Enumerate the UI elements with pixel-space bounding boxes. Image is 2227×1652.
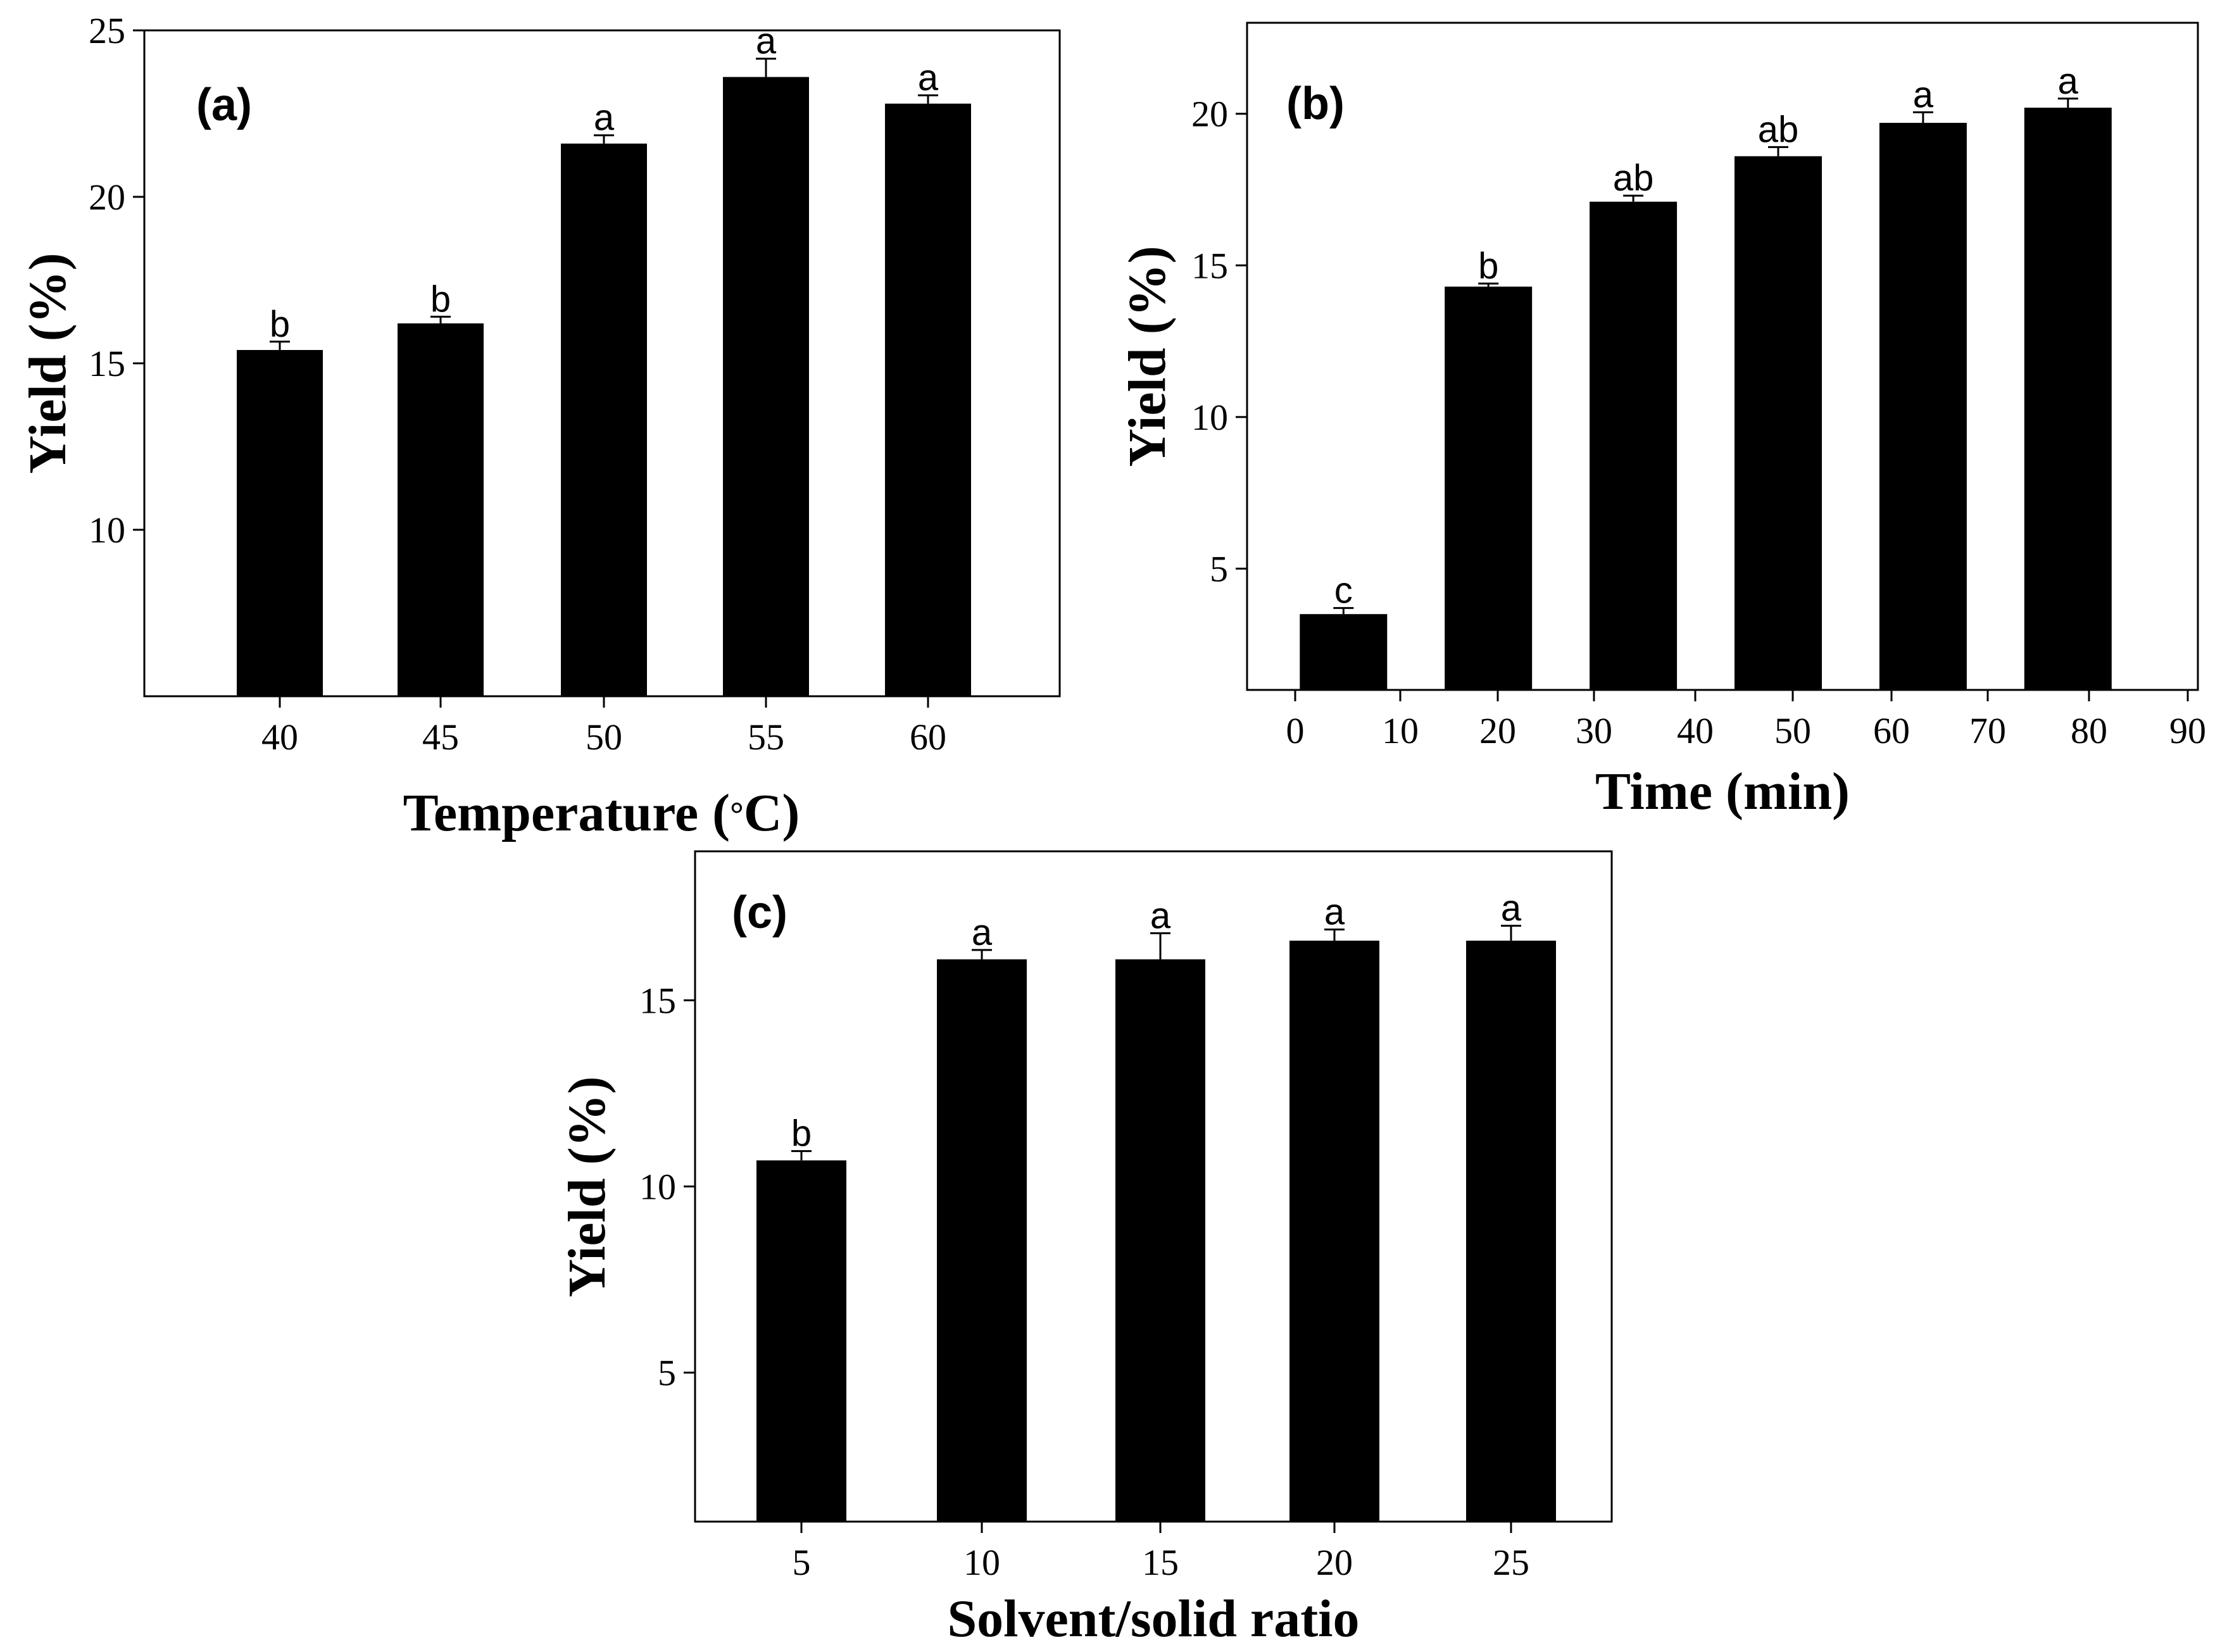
x-tick-label-b: 80 bbox=[2071, 710, 2107, 751]
x-axis-title-a-text: Temperature bbox=[403, 784, 699, 842]
x-tick-label-c: 15 bbox=[1142, 1542, 1179, 1583]
bar-c bbox=[1466, 941, 1556, 1522]
x-tick-label-b: 30 bbox=[1576, 710, 1612, 751]
y-tick-label-a: 10 bbox=[89, 510, 125, 551]
bar-b bbox=[1590, 201, 1678, 690]
bar-a bbox=[885, 103, 971, 697]
chart-panel-c: (c) 5 10 15 5 10 15 20 25 b a a a a Yield (%) Solv… bbox=[558, 850, 1613, 1648]
x-tick-label-c: 25 bbox=[1493, 1542, 1529, 1583]
x-tick-label-b: 20 bbox=[1479, 710, 1516, 751]
x-ticks-a: 40 45 50 55 60 bbox=[261, 696, 946, 758]
significance-label-a: a bbox=[918, 58, 939, 99]
bar-b bbox=[2024, 108, 2112, 691]
bars-b: c b ab ab a a bbox=[1300, 61, 2112, 691]
x-tick-label-b: 60 bbox=[1873, 710, 1910, 751]
y-tick-label-a: 25 bbox=[89, 10, 125, 51]
y-tick-label-c: 5 bbox=[658, 1353, 676, 1394]
y-tick-label-b: 5 bbox=[1210, 548, 1228, 589]
y-ticks-b: 5 10 15 20 bbox=[1191, 94, 1247, 589]
y-axis-title-b: Yield (%) bbox=[1118, 246, 1177, 466]
significance-label-c: a bbox=[972, 912, 993, 953]
bar-a bbox=[398, 323, 484, 696]
plot-frame-b bbox=[1246, 22, 2199, 691]
x-axis-title-a: Temperature (°C) bbox=[403, 784, 800, 842]
bar-c bbox=[1289, 941, 1379, 1522]
bar-c bbox=[937, 959, 1027, 1522]
significance-label-b: ab bbox=[1613, 158, 1654, 199]
significance-label-b: b bbox=[1478, 246, 1498, 287]
y-axis-title-a: Yield (%) bbox=[18, 253, 77, 473]
x-tick-label-b: 10 bbox=[1382, 710, 1419, 751]
y-tick-label-c: 10 bbox=[639, 1167, 676, 1208]
panel-label-c: (c) bbox=[732, 887, 787, 938]
significance-label-c: b bbox=[791, 1113, 812, 1155]
significance-label-b: c bbox=[1334, 570, 1353, 611]
bar-b bbox=[1300, 614, 1388, 690]
y-tick-label-c: 15 bbox=[639, 980, 676, 1021]
x-axis-title-c: Solvent/solid ratio bbox=[947, 1589, 1359, 1648]
x-tick-label-b: 70 bbox=[1969, 710, 2006, 751]
x-ticks-b: 0 10 20 30 40 50 60 70 80 90 bbox=[1286, 690, 2206, 751]
significance-label-a: a bbox=[756, 21, 777, 62]
x-tick-label-b: 40 bbox=[1677, 710, 1714, 751]
significance-label-b: a bbox=[2058, 61, 2079, 102]
bar-b bbox=[1735, 156, 1822, 691]
bar-c bbox=[756, 1160, 846, 1522]
x-axis-title-b: Time (min) bbox=[1595, 762, 1850, 821]
bar-a bbox=[561, 143, 647, 697]
significance-label-b: ab bbox=[1758, 109, 1799, 150]
bar-b bbox=[1879, 123, 1967, 691]
x-tick-label-a: 60 bbox=[910, 716, 946, 758]
significance-label-c: a bbox=[1501, 888, 1522, 929]
x-tick-label-a: 40 bbox=[261, 716, 298, 758]
bar-b bbox=[1445, 286, 1533, 690]
y-tick-label-b: 10 bbox=[1191, 397, 1228, 438]
significance-label-b: a bbox=[1913, 74, 1934, 115]
x-tick-label-c: 10 bbox=[963, 1542, 1000, 1583]
y-tick-label-a: 20 bbox=[89, 177, 125, 218]
x-axis-title-a-degree: ° bbox=[730, 795, 744, 833]
x-tick-label-c: 20 bbox=[1316, 1542, 1353, 1583]
x-tick-label-b: 90 bbox=[2169, 710, 2206, 751]
x-axis-title-a-open-paren: ( bbox=[712, 784, 730, 842]
y-ticks-a: 10 15 20 25 bbox=[89, 10, 144, 551]
panel-label-b: (b) bbox=[1286, 78, 1345, 129]
bar-a bbox=[723, 77, 809, 696]
x-tick-label-a: 45 bbox=[422, 716, 459, 758]
x-ticks-c: 5 10 15 20 25 bbox=[793, 1522, 1529, 1583]
y-ticks-c: 5 10 15 bbox=[639, 980, 695, 1394]
bars-a: b b a a a bbox=[237, 21, 971, 697]
y-tick-label-a: 15 bbox=[89, 343, 125, 384]
bar-c bbox=[1115, 959, 1205, 1522]
x-tick-label-a: 55 bbox=[748, 716, 784, 758]
panel-label-a: (a) bbox=[196, 80, 252, 130]
bar-a bbox=[237, 349, 323, 696]
x-tick-label-c: 5 bbox=[793, 1542, 811, 1583]
chart-panel-b: (b) 5 10 15 20 0 10 20 30 40 50 60 70 80 90 c b ab ab a a… bbox=[1118, 22, 2206, 821]
significance-label-a: b bbox=[270, 304, 290, 345]
y-tick-label-b: 15 bbox=[1191, 245, 1228, 286]
x-tick-label-b: 0 bbox=[1286, 710, 1305, 751]
significance-label-a: b bbox=[430, 278, 451, 320]
x-tick-label-a: 50 bbox=[586, 716, 622, 758]
significance-label-c: a bbox=[1324, 892, 1345, 933]
significance-label-c: a bbox=[1150, 895, 1171, 936]
x-axis-title-a-unit: C) bbox=[744, 784, 800, 842]
significance-label-a: a bbox=[594, 97, 615, 139]
x-tick-label-b: 50 bbox=[1774, 710, 1811, 751]
y-axis-title-c: Yield (%) bbox=[558, 1076, 617, 1297]
bars-c: b a a a a bbox=[756, 888, 1556, 1522]
y-tick-label-b: 20 bbox=[1191, 94, 1228, 135]
